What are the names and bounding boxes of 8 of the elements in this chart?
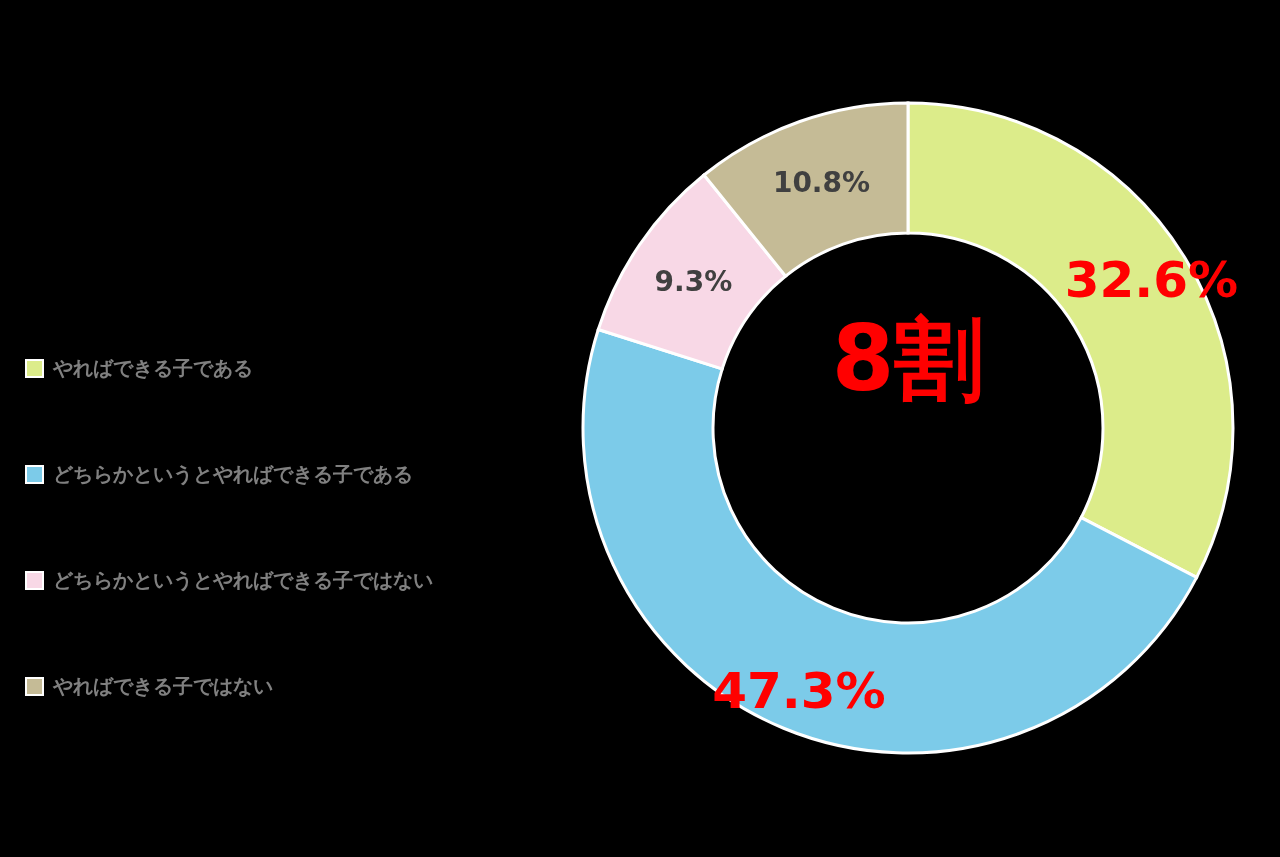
text: 8割 <box>831 305 985 411</box>
data-label: 9.3% <box>654 264 733 298</box>
data-label: 47.3% <box>712 662 886 721</box>
data-label: 10.8% <box>772 166 871 200</box>
legend-label: どちらかというとやればできる子である <box>53 462 413 486</box>
legend-label: どちらかというとやればできる子ではない <box>53 568 433 592</box>
legend-label: やればできる子である <box>52 356 253 380</box>
legend-label: やればできる子ではない <box>52 674 273 698</box>
